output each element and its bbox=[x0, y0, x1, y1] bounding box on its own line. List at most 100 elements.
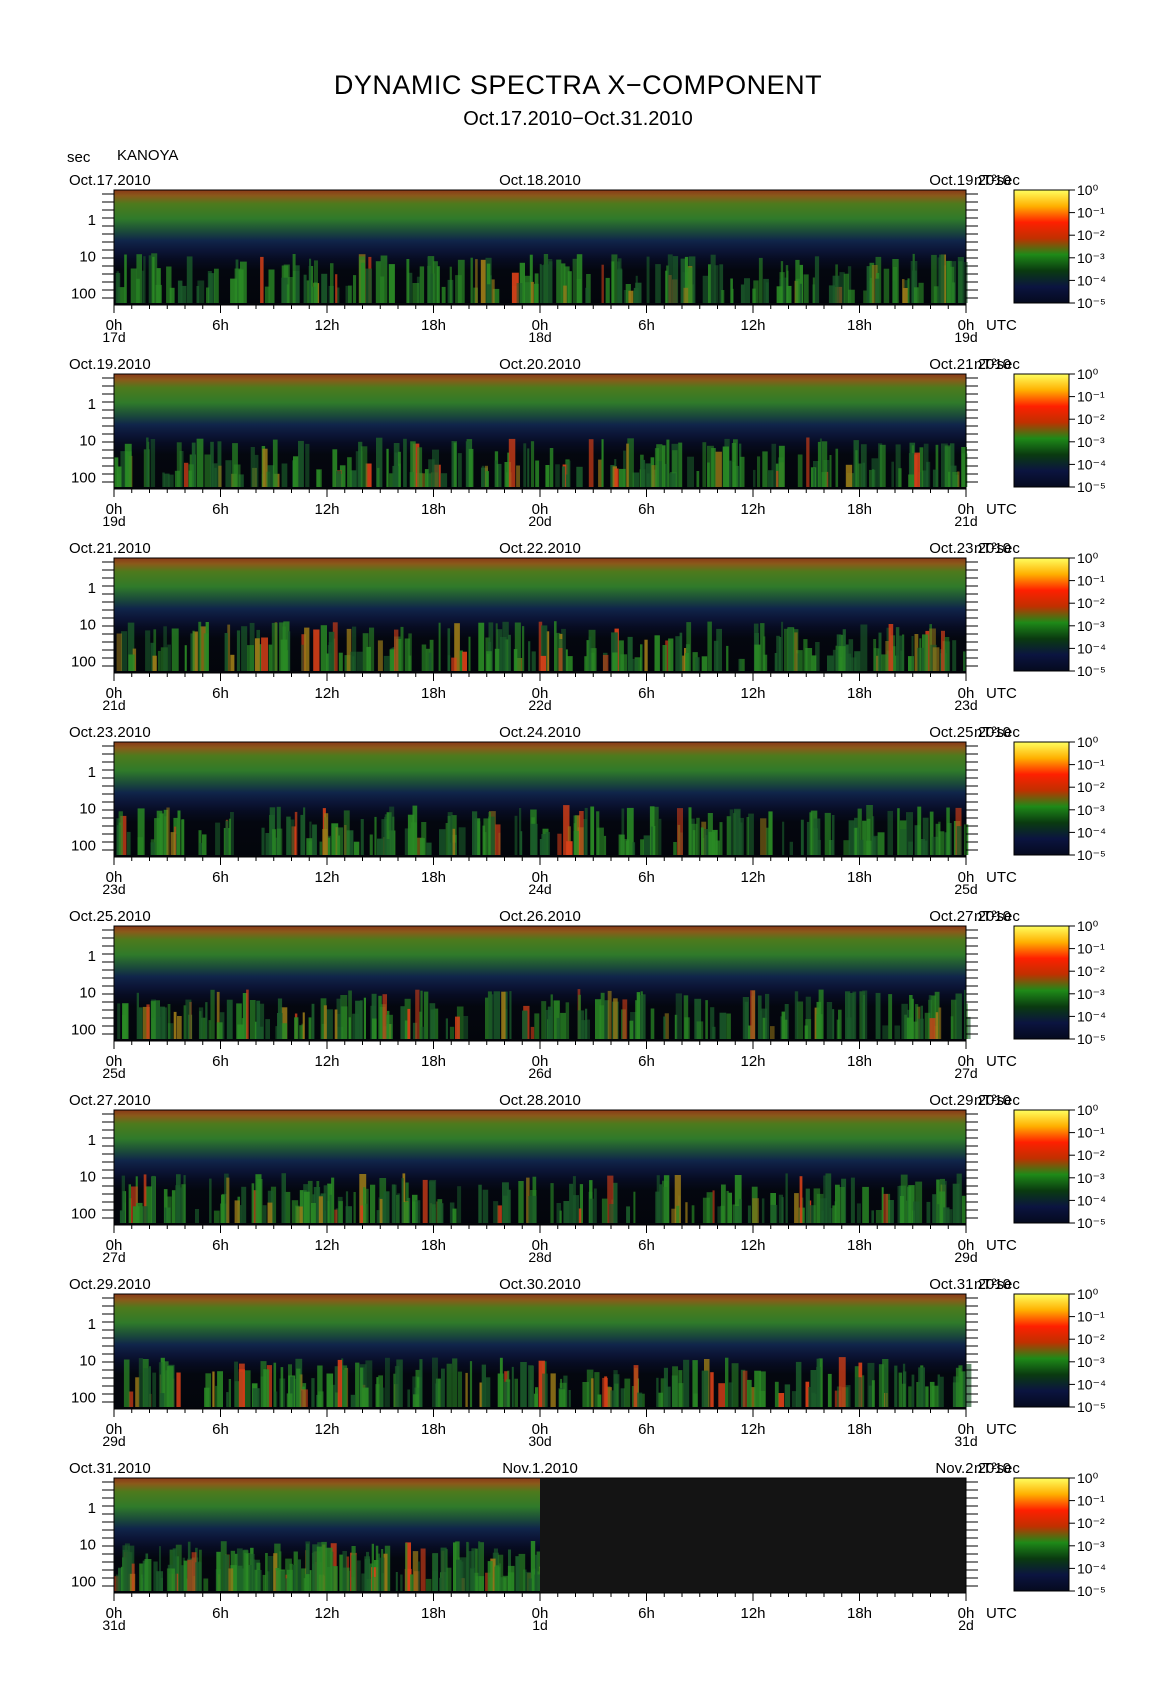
activity-streak bbox=[519, 262, 525, 303]
activity-streak bbox=[405, 1542, 411, 1591]
activity-streak bbox=[369, 834, 373, 855]
activity-streak bbox=[159, 1006, 165, 1039]
activity-streak bbox=[251, 1183, 255, 1223]
spectra-panel-6: Oct.27.2010 Oct.28.2010 Oct.29.2010 1 10 100 0… bbox=[69, 1092, 1106, 1265]
activity-streak bbox=[169, 287, 175, 303]
day-label: 25d bbox=[954, 881, 977, 897]
activity-streak bbox=[183, 1005, 187, 1039]
activity-streak bbox=[692, 1360, 698, 1407]
activity-streak bbox=[224, 633, 228, 671]
x-tick-label: 0h bbox=[532, 1053, 549, 1070]
activity-streak bbox=[565, 474, 569, 487]
y-tick-label: 10 bbox=[79, 1537, 96, 1554]
activity-streak bbox=[677, 808, 683, 855]
activity-streak bbox=[238, 1369, 245, 1407]
activity-streak bbox=[266, 1365, 272, 1407]
colorbar-label: 10⁻³ bbox=[1077, 1170, 1105, 1186]
activity-streak bbox=[495, 824, 501, 855]
activity-streak bbox=[931, 836, 939, 855]
activity-streak bbox=[355, 1362, 360, 1407]
activity-streak bbox=[440, 1547, 447, 1591]
x-tick-label: 12h bbox=[314, 501, 339, 518]
station-name: KANOYA bbox=[117, 147, 179, 164]
x-tick-label: 0h bbox=[958, 1237, 975, 1254]
activity-streak bbox=[305, 1574, 310, 1591]
activity-streak bbox=[868, 1385, 872, 1407]
activity-streak bbox=[721, 1184, 726, 1223]
activity-streak bbox=[710, 254, 716, 303]
activity-streak bbox=[117, 287, 125, 303]
activity-streak bbox=[156, 1571, 163, 1591]
activity-streak bbox=[782, 821, 785, 855]
activity-streak bbox=[901, 1383, 906, 1407]
activity-streak bbox=[675, 636, 682, 671]
activity-streak bbox=[558, 648, 563, 671]
activity-streak bbox=[897, 808, 900, 855]
activity-streak bbox=[747, 1205, 751, 1223]
activity-streak bbox=[241, 1186, 247, 1223]
activity-streak bbox=[659, 1184, 663, 1223]
activity-streak bbox=[371, 1543, 374, 1591]
x-tick-label: 0h bbox=[106, 869, 123, 886]
activity-streak bbox=[286, 816, 291, 855]
colorbar-label: 10⁰ bbox=[1077, 1470, 1099, 1486]
activity-streak bbox=[225, 460, 232, 487]
activity-streak bbox=[280, 1007, 288, 1039]
activity-streak bbox=[691, 1205, 695, 1223]
activity-streak bbox=[523, 443, 527, 487]
activity-streak bbox=[540, 655, 547, 671]
activity-streak bbox=[573, 1195, 579, 1223]
x-tick-label: 18h bbox=[421, 869, 446, 886]
activity-streak bbox=[908, 453, 914, 487]
activity-streak bbox=[832, 275, 840, 303]
activity-streak bbox=[277, 998, 283, 1039]
activity-streak bbox=[907, 278, 910, 303]
activity-streak bbox=[456, 1006, 464, 1039]
activity-streak bbox=[228, 818, 231, 855]
activity-streak bbox=[734, 1175, 742, 1223]
activity-streak bbox=[668, 638, 674, 671]
day-label: 19d bbox=[954, 329, 977, 345]
activity-streak bbox=[446, 1363, 452, 1407]
activity-streak bbox=[328, 837, 331, 855]
x-tick-label: 6h bbox=[212, 1605, 229, 1622]
activity-streak bbox=[550, 1183, 554, 1223]
colorbar bbox=[1013, 1293, 1070, 1408]
activity-streak bbox=[914, 634, 919, 671]
activity-streak bbox=[372, 1018, 377, 1039]
x-tick-label: 0h bbox=[532, 1237, 549, 1254]
activity-streak bbox=[908, 474, 915, 487]
activity-streak bbox=[360, 446, 368, 487]
activity-streak bbox=[288, 631, 291, 671]
activity-streak bbox=[302, 1012, 305, 1039]
activity-streak bbox=[360, 819, 364, 855]
panel-date-mid: Nov.1.2010 bbox=[502, 1460, 578, 1477]
activity-streak bbox=[672, 256, 679, 303]
activity-streak bbox=[530, 441, 535, 487]
activity-streak bbox=[826, 1002, 833, 1039]
activity-streak bbox=[175, 1544, 182, 1591]
activity-streak bbox=[493, 991, 501, 1039]
activity-streak bbox=[757, 995, 762, 1039]
activity-streak bbox=[569, 1183, 574, 1223]
activity-streak bbox=[846, 1017, 852, 1039]
activity-streak bbox=[299, 1025, 304, 1039]
activity-streak bbox=[453, 1542, 457, 1591]
activity-streak bbox=[685, 1202, 688, 1223]
panel-date-left: Oct.31.2010 bbox=[69, 1460, 151, 1477]
activity-streak bbox=[911, 1374, 915, 1407]
activity-streak bbox=[805, 1381, 810, 1407]
activity-streak bbox=[160, 1393, 165, 1407]
spectra-panel-8: Oct.31.2010 Nov.1.2010 Nov.2.2010 1 10 100 0h 6… bbox=[69, 1460, 1106, 1633]
activity-streak bbox=[412, 1551, 419, 1591]
activity-streak bbox=[345, 1191, 349, 1223]
colorbar-label: 10⁻² bbox=[1077, 963, 1105, 979]
activity-streak bbox=[177, 280, 183, 303]
activity-streak bbox=[294, 811, 298, 855]
activity-streak bbox=[814, 256, 820, 303]
activity-streak bbox=[363, 1187, 366, 1223]
x-tick-label: 6h bbox=[212, 1421, 229, 1438]
activity-streak bbox=[595, 999, 602, 1039]
activity-streak bbox=[485, 1377, 491, 1407]
activity-streak bbox=[345, 1206, 352, 1223]
